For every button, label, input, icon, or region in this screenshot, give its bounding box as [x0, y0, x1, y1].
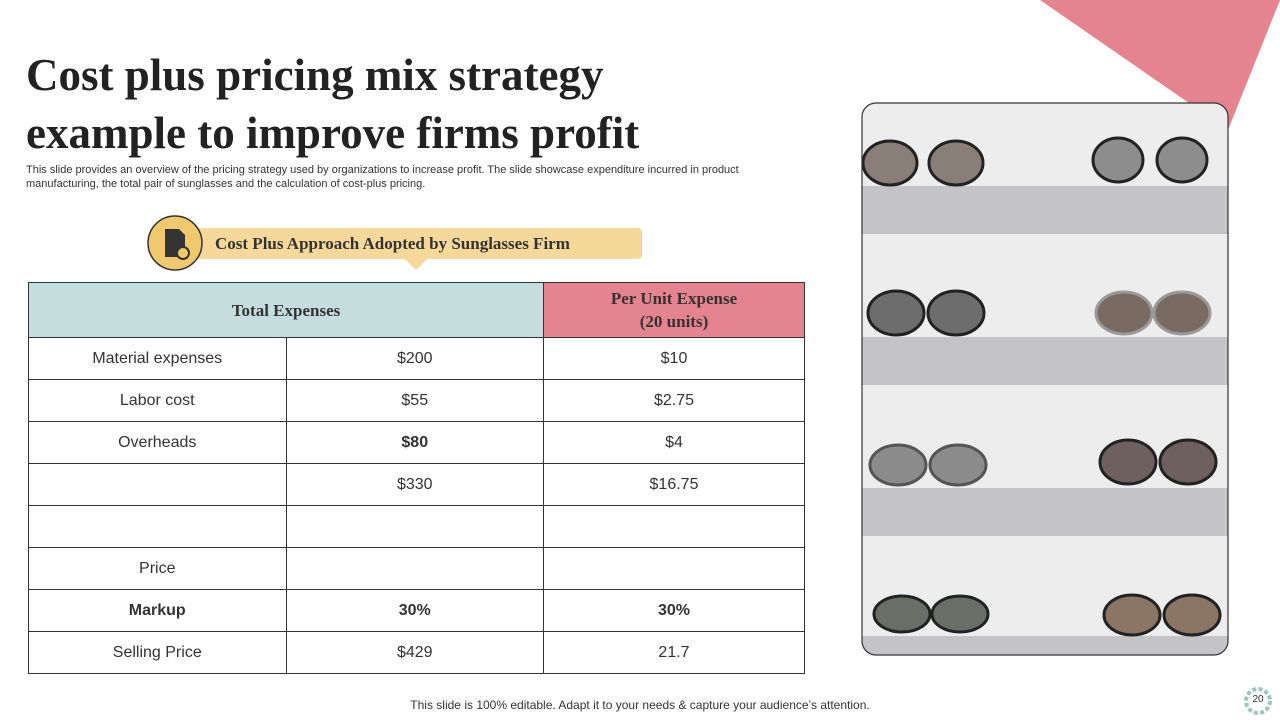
cell-text: Overheads: [118, 433, 197, 451]
row: [28, 505, 805, 548]
header-text: Total Expenses: [231, 300, 341, 320]
row: Selling Price $429 21.7: [28, 631, 805, 674]
row: $330 $16.75: [28, 463, 805, 506]
cell-text: $55: [401, 391, 429, 409]
cell: [28, 463, 287, 506]
header-cell: Total Expenses: [28, 282, 544, 338]
cell: $429: [285, 631, 544, 674]
cell: $4: [543, 421, 805, 464]
photo: [861, 102, 1229, 656]
cell-text: $2.75: [653, 391, 695, 409]
cell: Selling Price: [28, 631, 287, 674]
banner-icon: [147, 215, 203, 271]
cell-text: 21.7: [658, 643, 690, 661]
cell: 30%: [285, 589, 544, 632]
subtitle: This slide provides an overview of the p…: [26, 164, 739, 190]
cell-text: Markup: [128, 601, 186, 619]
cell-text: $4: [665, 433, 683, 451]
cell-text: Labor cost: [119, 391, 195, 409]
cell-text: Price: [139, 559, 176, 577]
expense-table: Total Expenses Per Unit Expense (20 units)…: [28, 282, 805, 674]
cell-text: $330: [396, 475, 433, 493]
cell: [28, 505, 287, 548]
banner: Cost Plus Approach Adopted by Sunglasses…: [195, 228, 642, 270]
banner-text: Cost Plus Approach Adopted by Sunglasses…: [215, 234, 570, 253]
header-cell: Per Unit Expense (20 units): [543, 282, 805, 338]
cell: $80: [285, 421, 544, 464]
header-text: Per Unit Expense: [610, 289, 738, 308]
cell-text: 30%: [398, 601, 431, 619]
banner-tip: [405, 259, 427, 270]
cell-text: $16.75: [649, 475, 699, 493]
cell: [543, 547, 805, 590]
cell-text: $429: [396, 643, 433, 661]
cell: 21.7: [543, 631, 805, 674]
footer: This slide is 100% editable. Adapt it to…: [410, 698, 870, 712]
cell: $16.75: [543, 463, 805, 506]
title: Cost plus pricing mix strategy example to…: [26, 46, 639, 162]
cell-text: $200: [396, 349, 433, 367]
row: Overheads $80 $4: [28, 421, 805, 464]
cell-text: $10: [660, 349, 688, 367]
header-row: Total Expenses Per Unit Expense (20 units): [28, 282, 805, 338]
cell: Material expenses: [28, 337, 287, 380]
cell-text: 30%: [657, 601, 691, 619]
row: Markup 30% 30%: [28, 589, 805, 632]
cell-text: Selling Price: [112, 643, 202, 661]
row: Price: [28, 547, 805, 590]
page-icon: [1244, 687, 1272, 715]
row: Labor cost $55 $2.75: [28, 379, 805, 422]
cell: $200: [285, 337, 544, 380]
cell-text: Material expenses: [92, 349, 223, 367]
cell: Price: [28, 547, 287, 590]
cell: $2.75: [543, 379, 805, 422]
cell: [285, 505, 544, 548]
cell: [285, 547, 544, 590]
cell: [543, 505, 805, 548]
title-line: example to improve firms profit: [26, 108, 640, 158]
title-line: Cost plus pricing mix strategy: [26, 50, 604, 100]
row: Material expenses $200 $10: [28, 337, 805, 380]
pink-triangle: [1040, 0, 1280, 130]
cell-text: $80: [401, 433, 429, 451]
cell: $10: [543, 337, 805, 380]
cell: Overheads: [28, 421, 287, 464]
cell: 30%: [543, 589, 805, 632]
cell: $330: [285, 463, 544, 506]
cell: Markup: [28, 589, 287, 632]
page-number: 20: [1252, 694, 1264, 705]
cell: $55: [285, 379, 544, 422]
cell: Labor cost: [28, 379, 287, 422]
header-text: (20 units): [639, 312, 709, 331]
